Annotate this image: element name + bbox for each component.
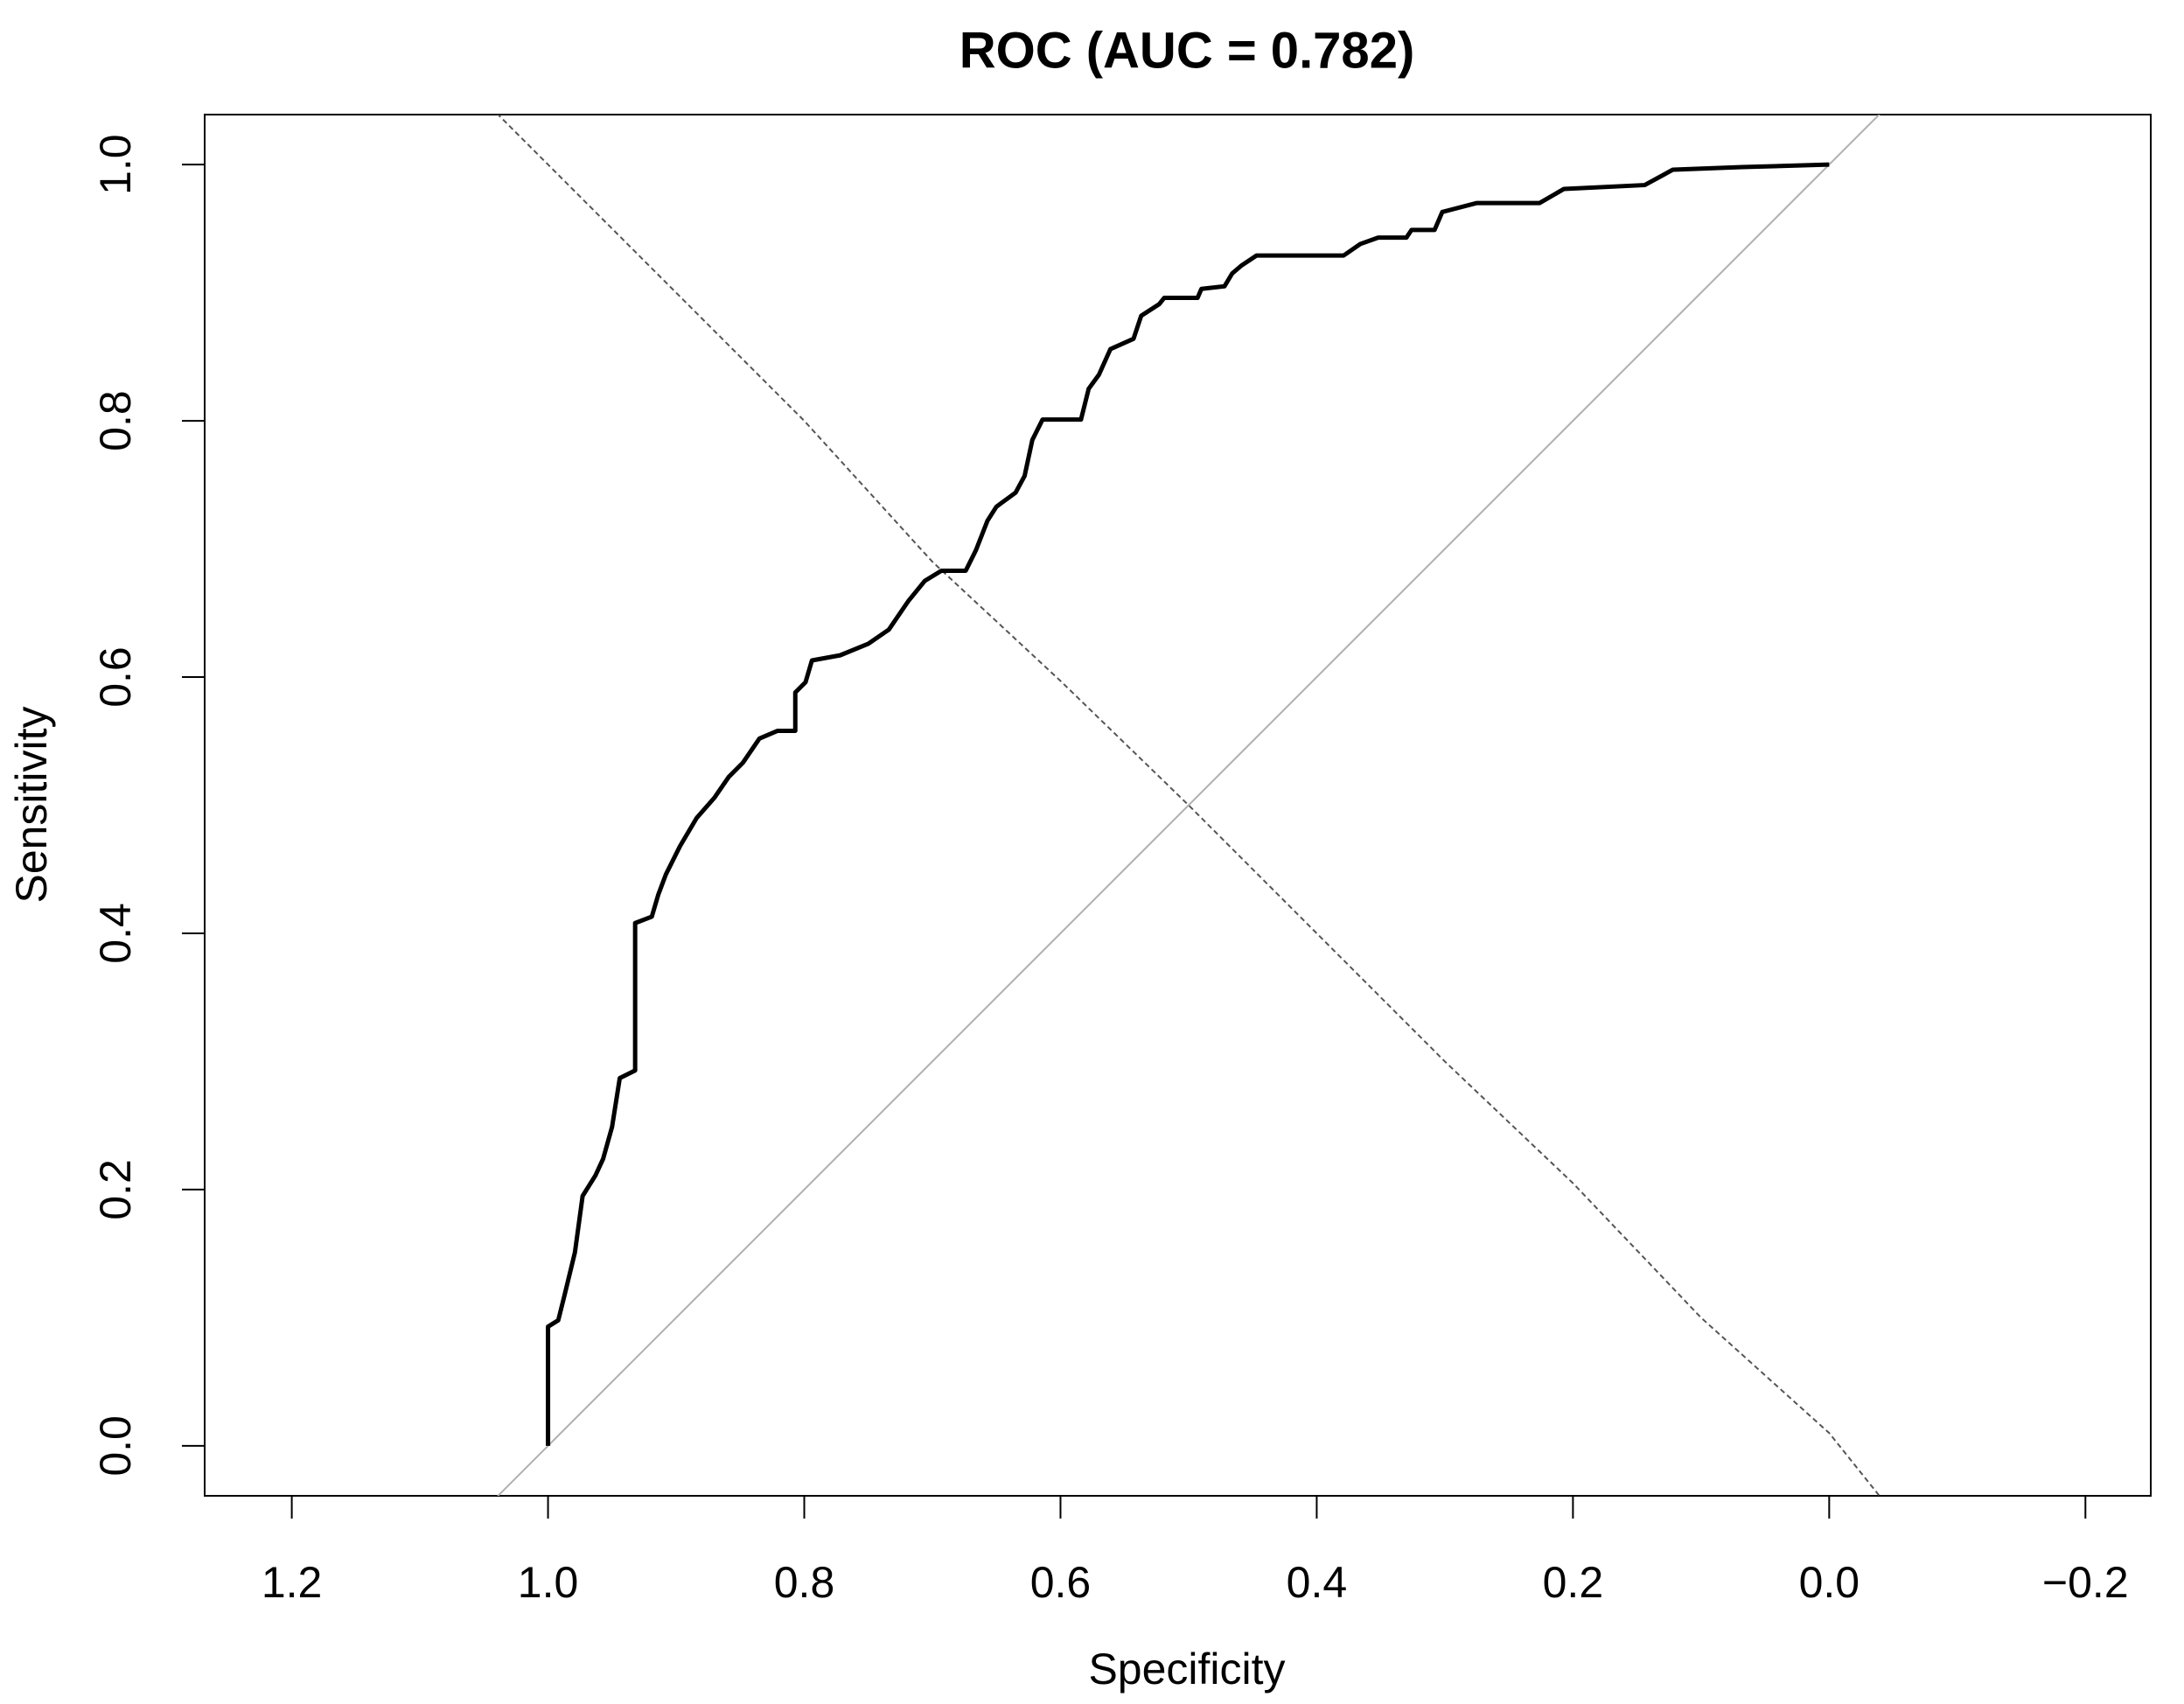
dashed-line	[497, 115, 1881, 1496]
y-tick-label: 0.4	[91, 903, 140, 964]
x-tick-label: −0.2	[2042, 1558, 2129, 1607]
plot-area	[497, 115, 1881, 1496]
y-tick-label: 0.0	[91, 1415, 140, 1477]
x-tick-label: 0.6	[1030, 1558, 1092, 1607]
plot-frame	[204, 114, 2152, 1497]
x-tick-label: 0.8	[774, 1558, 835, 1607]
roc-curve	[546, 162, 1830, 1446]
chart-title: ROC (AUC = 0.782)	[959, 22, 1415, 79]
y-axis-label: Sensitivity	[7, 706, 56, 903]
x-tick-label: 0.0	[1799, 1558, 1860, 1607]
x-tick-label: 0.4	[1287, 1558, 1348, 1607]
x-tick-label: 1.2	[262, 1558, 323, 1607]
x-tick-label: 1.0	[518, 1558, 579, 1607]
y-tick-label: 1.0	[91, 134, 140, 195]
x-tick-label: 0.2	[1543, 1558, 1604, 1607]
y-tick-label: 0.6	[91, 646, 140, 708]
x-axis-label: Specificity	[1088, 1645, 1285, 1694]
y-tick-label: 0.2	[91, 1159, 140, 1220]
reference-diagonal	[497, 115, 1880, 1496]
y-tick-label: 0.8	[91, 390, 140, 451]
